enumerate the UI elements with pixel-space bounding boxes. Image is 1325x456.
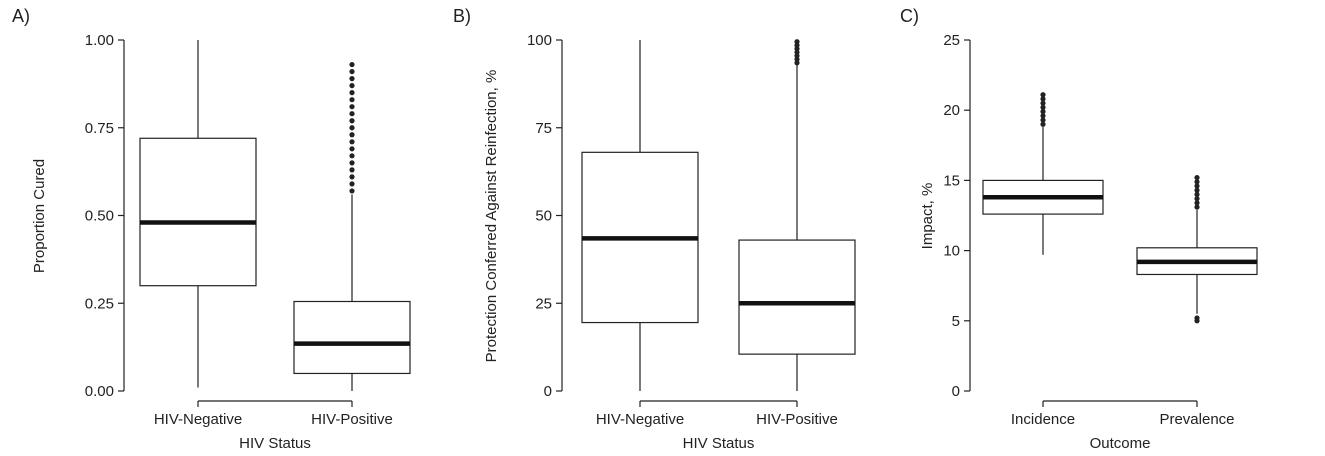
outlier-point xyxy=(349,174,355,180)
panel-label: A) xyxy=(12,6,30,26)
outlier-point xyxy=(1194,174,1200,181)
outlier-point xyxy=(1194,200,1200,206)
outlier-point xyxy=(349,139,355,145)
outlier-point xyxy=(1040,92,1046,98)
box xyxy=(139,137,257,287)
outlier-point xyxy=(349,188,355,194)
y-tick-label: 0.00 xyxy=(85,383,114,400)
outlier-point xyxy=(1040,109,1046,115)
y-tick-label: 5 xyxy=(952,313,960,330)
outlier-point xyxy=(349,167,355,173)
y-tick-label: 1.00 xyxy=(85,32,114,49)
y-tick-label: 0.25 xyxy=(85,295,114,312)
panel-label: B) xyxy=(453,6,471,26)
outlier-point xyxy=(1040,121,1046,127)
outlier-point xyxy=(1194,196,1200,202)
box xyxy=(738,239,856,355)
outlier-point xyxy=(349,61,355,68)
y-tick-label: 0 xyxy=(544,383,552,400)
y-tick-label: 15 xyxy=(943,172,960,189)
x-tick-label: HIV-Negative xyxy=(154,411,242,428)
outlier-point xyxy=(794,39,800,45)
y-tick-label: 100 xyxy=(527,32,552,49)
y-tick-label: 0.50 xyxy=(85,208,114,225)
y-tick-label: 0.75 xyxy=(85,120,114,137)
x-tick-label: Prevalence xyxy=(1159,411,1234,428)
outlier-point xyxy=(1194,204,1200,210)
outlier-point xyxy=(349,125,355,131)
x-tick-label: HIV-Positive xyxy=(311,411,393,428)
outlier-point xyxy=(1040,96,1046,102)
y-tick-label: 25 xyxy=(943,32,960,49)
outlier-point xyxy=(349,104,355,110)
y-axis-label: Protection Conferred Against Reinfection… xyxy=(483,70,500,363)
panel-label: C) xyxy=(900,6,919,26)
outlier-point xyxy=(349,68,355,75)
outlier-point xyxy=(1040,117,1046,123)
outlier-point xyxy=(349,146,355,152)
x-axis-label: HIV Status xyxy=(239,435,311,452)
outlier-point xyxy=(349,153,355,159)
outlier-point xyxy=(349,97,355,103)
x-tick-label: Incidence xyxy=(1011,411,1075,428)
y-tick-label: 10 xyxy=(943,243,960,260)
outlier-point xyxy=(349,76,355,82)
outlier-point xyxy=(349,90,355,96)
y-tick-label: 75 xyxy=(535,120,552,137)
outlier-point xyxy=(1194,191,1200,198)
outlier-point xyxy=(349,118,355,124)
y-tick-label: 20 xyxy=(943,102,960,119)
y-axis-label: Impact, % xyxy=(919,183,936,250)
x-axis-label: HIV Status xyxy=(683,435,755,452)
x-axis-label: Outcome xyxy=(1090,435,1151,452)
outlier-point xyxy=(1194,315,1200,321)
box xyxy=(293,300,411,375)
x-tick-label: HIV-Negative xyxy=(596,411,684,428)
outlier-point xyxy=(349,83,355,89)
outlier-point xyxy=(1194,179,1200,185)
y-axis-label: Proportion Cured xyxy=(31,159,48,273)
y-tick-label: 0 xyxy=(952,383,960,400)
outlier-point xyxy=(349,160,355,166)
outlier-point xyxy=(1194,187,1200,193)
x-tick-label: HIV-Positive xyxy=(756,411,838,428)
outlier-point xyxy=(1040,113,1046,119)
y-tick-label: 50 xyxy=(535,208,552,225)
outlier-point xyxy=(349,132,355,138)
outlier-point xyxy=(1040,104,1046,110)
y-tick-label: 25 xyxy=(535,295,552,312)
outlier-point xyxy=(1194,183,1200,189)
outlier-point xyxy=(349,181,355,187)
outlier-point xyxy=(349,111,355,117)
outlier-point xyxy=(1040,100,1046,106)
